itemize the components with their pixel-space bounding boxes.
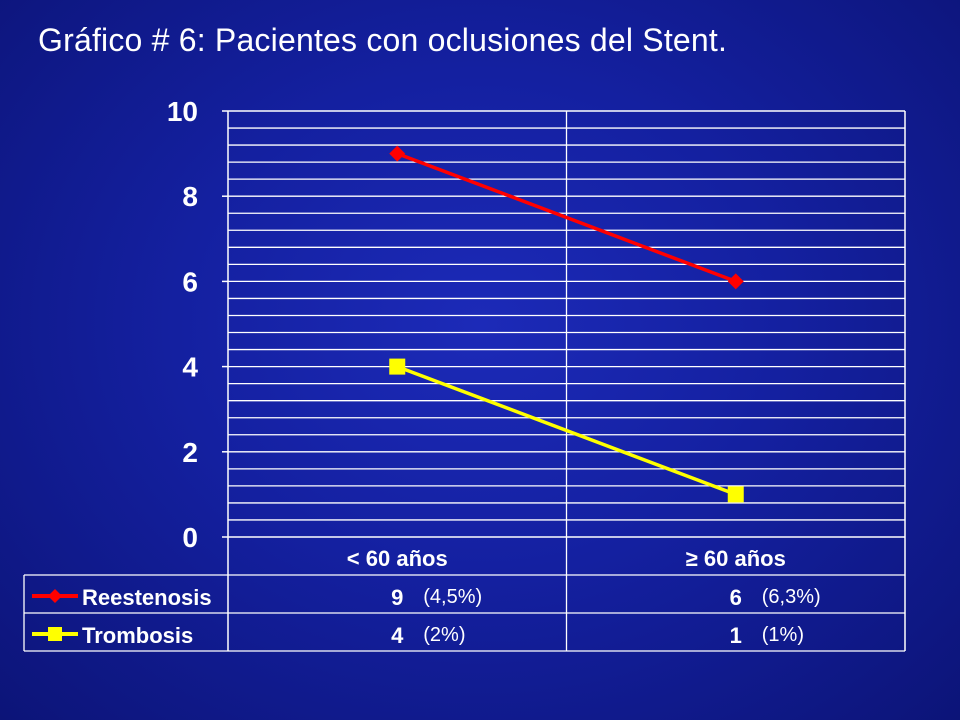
table-value: 1: [730, 623, 742, 648]
table-value: 6: [730, 585, 742, 610]
series-markers: [389, 145, 744, 503]
x-category-label: ≥ 60 años: [686, 546, 786, 571]
y-tick-label: 6: [182, 266, 198, 297]
y-axis-ticks: 0 2 4 6 8 10: [167, 96, 228, 553]
y-tick-label: 2: [182, 437, 198, 468]
series-lines: [396, 151, 737, 497]
data-point-reestenosis: [727, 273, 744, 290]
legend-key-marker: [48, 589, 62, 603]
legend-series-name: Reestenosis: [82, 585, 212, 610]
y-tick-label: 4: [182, 352, 198, 383]
data-table: < 60 años ≥ 60 años Reestenosis 9 (4,5%) 6 (6,…: [23, 546, 905, 652]
legend-series-name: Trombosis: [82, 623, 193, 648]
table-note: (1%): [762, 624, 804, 646]
table-note: (2%): [423, 624, 465, 646]
legend-key-marker: [48, 627, 62, 641]
chart-frame: [227, 110, 906, 651]
data-point-reestenosis: [389, 145, 406, 162]
data-point-trombosis: [389, 358, 406, 375]
x-category-label: < 60 años: [347, 546, 448, 571]
series-line-reestenosis: [396, 151, 737, 284]
slide-title: Gráfico # 6: Pacientes con oclusiones de…: [38, 22, 728, 58]
table-note: (4,5%): [423, 586, 482, 608]
table-value: 9: [391, 585, 403, 610]
y-tick-label: 10: [167, 96, 198, 127]
data-point-trombosis: [727, 486, 744, 503]
table-value: 4: [391, 623, 404, 648]
y-tick-label: 8: [182, 181, 198, 212]
table-note: (6,3%): [762, 586, 821, 608]
series-line-trombosis: [396, 364, 737, 497]
y-tick-label: 0: [182, 522, 198, 553]
